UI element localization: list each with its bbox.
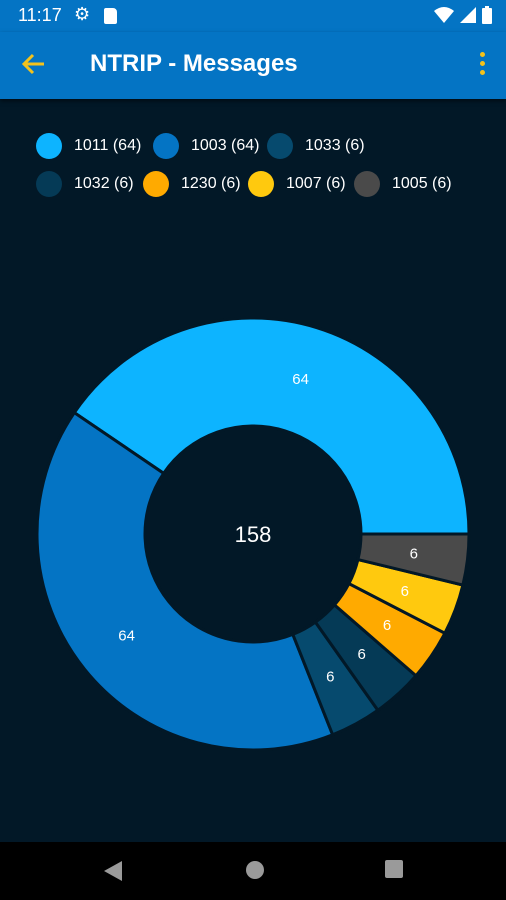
cell-signal-icon <box>460 7 476 23</box>
slice-value-label: 6 <box>383 617 391 634</box>
slice-value-label: 6 <box>326 668 334 685</box>
slice-value-label: 6 <box>410 545 418 562</box>
legend-label: 1033 (6) <box>305 137 365 154</box>
legend-swatch <box>248 171 274 197</box>
legend-item: 1005 (6) <box>354 170 452 198</box>
legend-label: 1032 (6) <box>74 175 134 192</box>
slice-value-label: 6 <box>401 583 409 600</box>
legend-label: 1011 (64) <box>74 137 142 154</box>
more-vertical-icon[interactable] <box>476 52 488 80</box>
legend-item: 1011 (64) <box>36 132 141 160</box>
battery-icon <box>482 6 492 24</box>
legend-swatch <box>267 133 293 159</box>
settings-gear-icon: ⚙ <box>74 4 91 24</box>
slice-value-label: 6 <box>358 646 366 663</box>
legend-label: 1003 (64) <box>191 137 260 154</box>
slice-value-label: 64 <box>118 627 135 644</box>
legend-swatch <box>36 171 62 197</box>
sd-card-icon <box>104 8 117 24</box>
pie-slice <box>356 532 471 587</box>
legend-item: 1032 (6) <box>36 170 134 198</box>
back-triangle-icon[interactable] <box>102 859 124 883</box>
legend-item: 1230 (6) <box>143 170 241 198</box>
donut-chart: 64 64 6 6 6 6 6 158 <box>0 300 506 800</box>
status-time: 11:17 <box>18 5 62 25</box>
slice-value-label: 64 <box>292 371 309 388</box>
recents-square-icon[interactable] <box>384 859 404 879</box>
legend-swatch <box>36 133 62 159</box>
legend-swatch <box>354 171 380 197</box>
legend-label: 1230 (6) <box>181 175 241 192</box>
page-title: NTRIP - Messages <box>90 50 298 77</box>
legend-swatch <box>153 133 179 159</box>
pie-slice <box>35 410 335 752</box>
status-bar: 11:17 ⚙ <box>0 0 506 32</box>
navigation-bar <box>0 842 506 900</box>
legend-item: 1003 (64) <box>153 132 260 160</box>
wifi-icon <box>434 7 454 23</box>
home-circle-icon[interactable] <box>244 859 266 881</box>
app-bar: NTRIP - Messages <box>0 32 506 99</box>
pie-slice <box>72 316 471 536</box>
legend-label: 1005 (6) <box>392 175 452 192</box>
donut-center-total: 158 <box>235 522 272 547</box>
arrow-left-icon[interactable] <box>20 50 52 82</box>
legend-item: 1033 (6) <box>267 132 365 160</box>
legend-label: 1007 (6) <box>286 175 346 192</box>
legend-swatch <box>143 171 169 197</box>
legend-item: 1007 (6) <box>248 170 346 198</box>
